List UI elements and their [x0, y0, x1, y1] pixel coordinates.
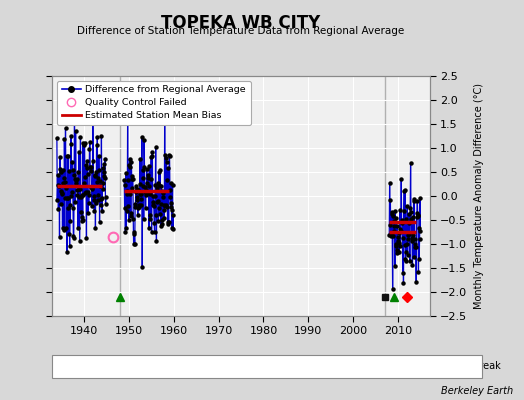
Text: Empirical Break: Empirical Break: [424, 362, 501, 371]
Text: Difference of Station Temperature Data from Regional Average: Difference of Station Temperature Data f…: [78, 26, 405, 36]
Text: ▼: ▼: [272, 362, 281, 371]
Y-axis label: Monthly Temperature Anomaly Difference (°C): Monthly Temperature Anomaly Difference (…: [474, 83, 484, 309]
Text: TOPEKA WB CITY: TOPEKA WB CITY: [161, 14, 321, 32]
Text: ▲: ▲: [168, 362, 176, 371]
Text: Station Move: Station Move: [73, 362, 137, 371]
Text: Berkeley Earth: Berkeley Earth: [441, 386, 514, 396]
Text: ■: ■: [409, 362, 419, 371]
Text: Record Gap: Record Gap: [183, 362, 240, 371]
Text: ◆: ◆: [58, 362, 66, 371]
Legend: Difference from Regional Average, Quality Control Failed, Estimated Station Mean: Difference from Regional Average, Qualit…: [57, 81, 251, 125]
Text: Time of Obs. Change: Time of Obs. Change: [288, 362, 390, 371]
